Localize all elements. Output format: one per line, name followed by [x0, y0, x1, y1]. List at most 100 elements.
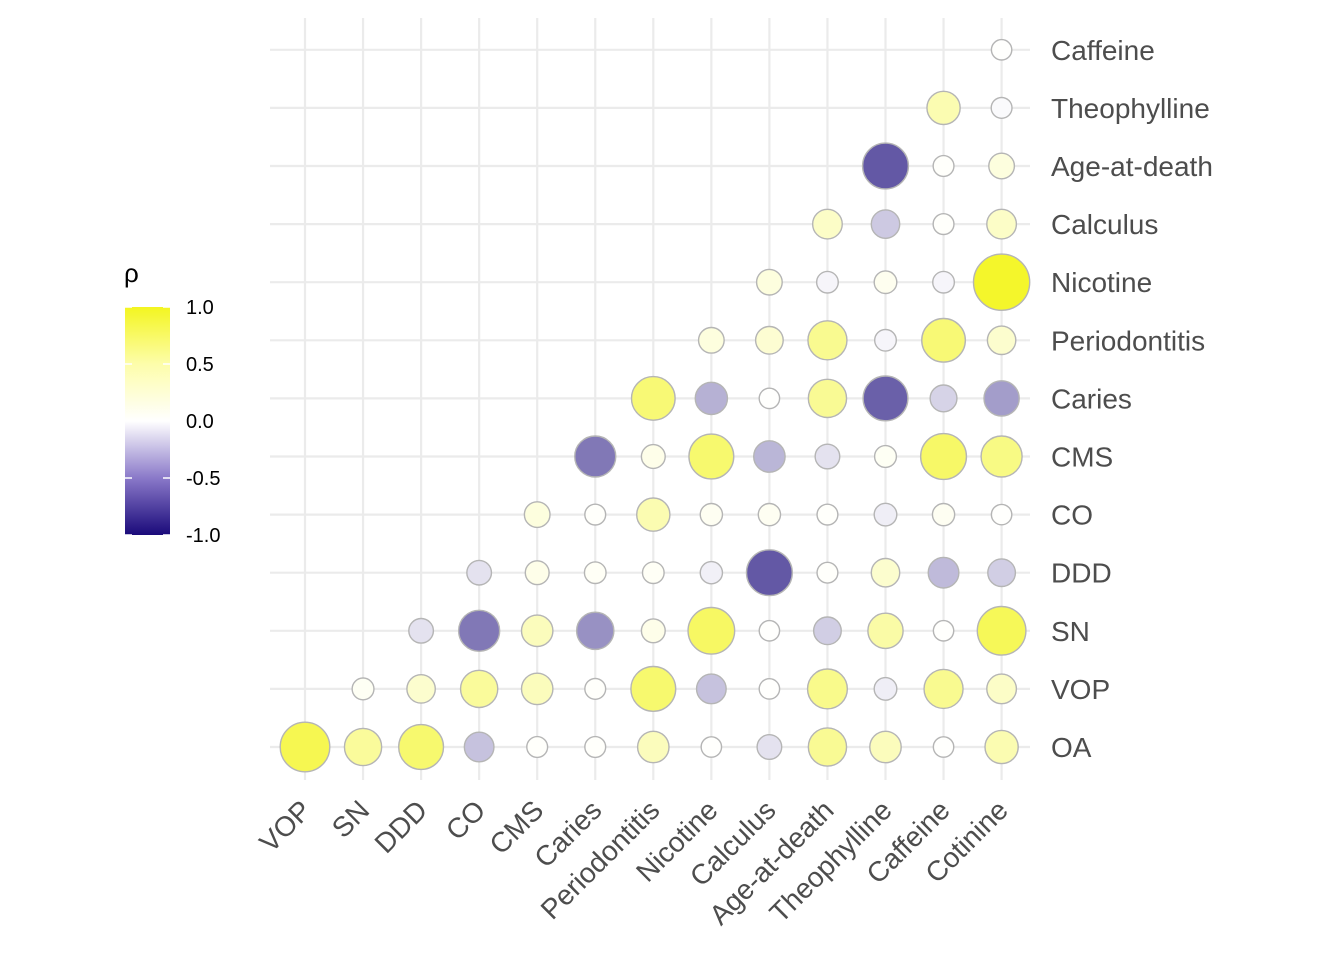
point-caffeine-vop	[923, 668, 964, 710]
point-cotinine-cms	[980, 435, 1023, 478]
point-cms-vop	[520, 672, 554, 706]
y-label-calculus: Calculus	[1051, 209, 1158, 240]
point-periodontitis-caries	[630, 375, 676, 421]
point-caffeine-oa	[932, 736, 955, 758]
point-theophylline-sn	[867, 612, 904, 650]
point-cotinine-calculus	[986, 208, 1018, 240]
point-theophylline-cms	[873, 444, 898, 469]
point-nicotine-caries	[694, 381, 729, 416]
point-caffeine-caries	[929, 384, 958, 413]
point-caries-vop	[584, 677, 607, 700]
point-cotinine-theophylline	[990, 96, 1013, 119]
point-nicotine-co	[699, 502, 724, 527]
point-periodontitis-co	[636, 497, 671, 532]
point-age-at-death-nicotine	[815, 270, 839, 294]
point-periodontitis-ddd	[641, 561, 665, 585]
point-age-at-death-ddd	[816, 561, 839, 584]
color-legend: ρ 1.0 0.5 0.0 -0.5 -1.0	[124, 258, 220, 547]
point-cotinine-vop	[986, 673, 1018, 705]
point-caffeine-sn	[932, 619, 955, 642]
y-label-nicotine: Nicotine	[1051, 267, 1152, 298]
point-calculus-periodontitis	[754, 325, 784, 355]
point-theophylline-ddd	[870, 557, 901, 588]
point-cotinine-oa	[984, 729, 1019, 765]
point-cotinine-caries	[983, 380, 1020, 417]
point-periodontitis-cms	[640, 443, 666, 470]
point-vop-oa	[279, 721, 331, 773]
point-age-at-death-calculus	[811, 208, 843, 240]
point-age-at-death-cms	[814, 443, 841, 470]
point-theophylline-nicotine	[873, 270, 898, 295]
point-age-at-death-vop	[806, 668, 849, 710]
point-co-ddd	[466, 559, 493, 586]
legend-tick-label: -1.0	[186, 525, 220, 547]
point-ddd-oa	[398, 723, 445, 771]
point-cms-sn	[520, 614, 554, 648]
point-theophylline-calculus	[870, 209, 901, 240]
legend-ticks: 1.0 0.5 0.0 -0.5 -1.0	[125, 297, 220, 547]
point-cms-ddd	[524, 560, 550, 586]
legend-colorbar	[125, 307, 170, 535]
legend-tick-label: 0.5	[186, 354, 214, 376]
legend-tick-label: -0.5	[186, 468, 220, 490]
point-calculus-ddd	[745, 549, 793, 597]
point-cms-oa	[526, 735, 549, 759]
point-caffeine-periodontitis	[921, 317, 967, 363]
point-caries-co	[584, 503, 607, 526]
point-calculus-nicotine	[755, 268, 783, 296]
point-cotinine-co	[990, 503, 1013, 526]
point-theophylline-age-at-death	[861, 142, 910, 190]
point-nicotine-periodontitis	[697, 326, 725, 354]
point-caries-ddd	[583, 561, 607, 585]
point-calculus-sn	[758, 619, 781, 642]
x-label-ddd: DDD	[369, 794, 434, 859]
point-calculus-co	[757, 502, 782, 527]
point-co-oa	[463, 731, 495, 763]
point-cotinine-nicotine	[972, 253, 1031, 312]
correlation-points	[279, 38, 1031, 773]
point-age-at-death-sn	[812, 616, 842, 646]
y-label-vop: VOP	[1051, 674, 1110, 705]
point-caffeine-theophylline	[926, 90, 961, 126]
legend-title: ρ	[124, 258, 139, 288]
point-calculus-vop	[758, 678, 781, 700]
point-caffeine-co	[931, 502, 956, 527]
point-periodontitis-vop	[630, 665, 677, 712]
point-cms-co	[523, 501, 551, 529]
point-caffeine-age-at-death	[932, 154, 955, 178]
point-age-at-death-caries	[807, 378, 848, 419]
y-axis-labels: OA VOP SN DDD CO CMS Caries Periodontitis Nicoti…	[1051, 35, 1213, 763]
y-label-cms: CMS	[1051, 442, 1113, 473]
point-caffeine-calculus	[932, 213, 955, 236]
legend-tick-label: 1.0	[186, 297, 214, 319]
point-ddd-vop	[406, 674, 436, 704]
point-theophylline-co	[873, 502, 898, 527]
point-calculus-oa	[756, 734, 783, 761]
point-cotinine-caffeine	[990, 38, 1013, 61]
point-theophylline-vop	[873, 676, 898, 701]
legend-tick-label: 0.0	[186, 411, 214, 433]
point-calculus-cms	[753, 440, 786, 473]
y-label-caries: Caries	[1051, 383, 1132, 414]
point-co-sn	[457, 609, 501, 652]
point-nicotine-cms	[688, 433, 735, 480]
point-cotinine-age-at-death	[988, 152, 1016, 180]
point-caries-oa	[584, 735, 607, 759]
y-label-caffeine: Caffeine	[1051, 35, 1155, 66]
point-ddd-sn	[408, 617, 435, 644]
point-theophylline-oa	[869, 730, 902, 764]
point-calculus-caries	[758, 387, 781, 410]
y-label-oa: OA	[1051, 732, 1092, 763]
point-nicotine-sn	[687, 606, 736, 655]
point-periodontitis-sn	[640, 618, 666, 644]
point-age-at-death-oa	[807, 727, 848, 767]
point-cotinine-sn	[976, 605, 1027, 656]
point-caffeine-cms	[919, 432, 968, 481]
y-label-ddd: DDD	[1051, 558, 1112, 589]
point-theophylline-caries	[862, 375, 909, 422]
x-label-sn: SN	[326, 794, 375, 843]
y-label-theophylline: Theophylline	[1051, 93, 1210, 124]
point-theophylline-periodontitis	[874, 328, 898, 352]
